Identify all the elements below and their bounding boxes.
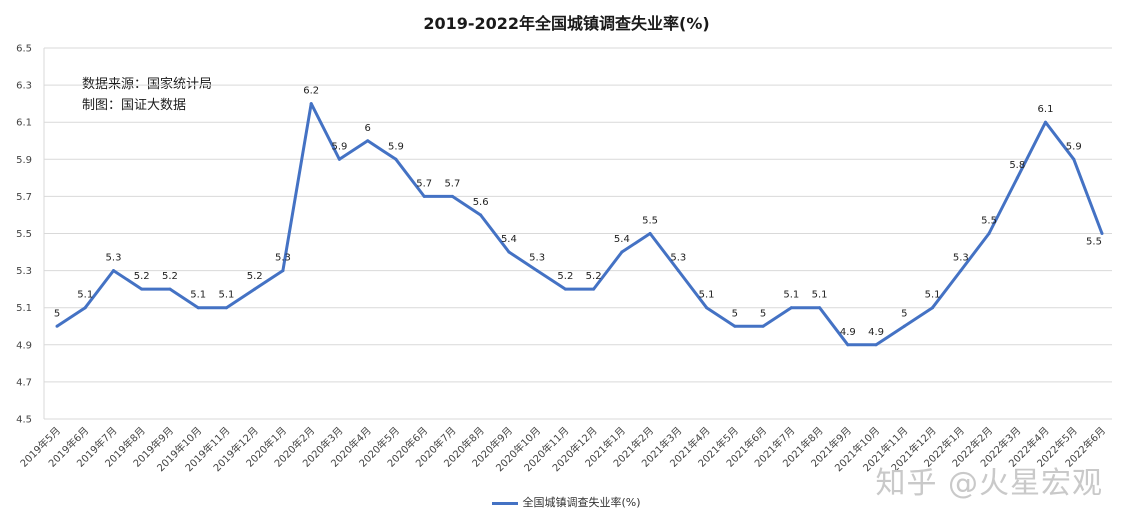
data-label: 5.1 <box>77 290 93 301</box>
data-label: 6 <box>364 123 370 134</box>
data-point <box>761 324 765 328</box>
data-point <box>111 269 115 273</box>
data-label: 6.1 <box>1038 104 1054 115</box>
data-point <box>196 306 200 310</box>
data-label: 5.5 <box>642 216 658 227</box>
source-note: 数据来源：国家统计局 <box>82 77 213 92</box>
data-point <box>620 250 624 254</box>
legend-label: 全国城镇调查失业率(%) <box>522 496 641 509</box>
data-label: 5.9 <box>331 141 347 152</box>
data-label: 5.3 <box>275 253 291 264</box>
series-line <box>56 102 1104 347</box>
data-point <box>931 306 935 310</box>
y-tick-label: 6.1 <box>16 118 32 129</box>
maker-note: 制图：国证大数据 <box>82 98 187 113</box>
data-point <box>874 343 878 347</box>
data-label: 5.1 <box>783 290 799 301</box>
data-label: 5.1 <box>925 290 941 301</box>
y-tick-label: 4.9 <box>16 340 32 351</box>
data-point <box>676 269 680 273</box>
data-label: 5.2 <box>134 271 150 282</box>
data-point <box>394 157 398 161</box>
y-tick-label: 4.5 <box>16 415 32 426</box>
data-label: 5.2 <box>557 271 573 282</box>
data-label: 5 <box>901 308 907 319</box>
data-point <box>366 139 370 143</box>
data-point <box>309 102 313 106</box>
data-point <box>253 287 257 291</box>
data-label: 5.7 <box>444 178 460 189</box>
data-point <box>846 343 850 347</box>
data-point <box>281 269 285 273</box>
data-label: 5.1 <box>219 290 235 301</box>
data-point <box>733 324 737 328</box>
data-point <box>705 306 709 310</box>
data-label: 5.3 <box>529 253 545 264</box>
data-point <box>450 194 454 198</box>
data-point <box>987 232 991 235</box>
data-label: 6.2 <box>303 86 319 97</box>
data-label: 5 <box>54 308 60 319</box>
data-point <box>83 306 87 310</box>
data-label: 5.7 <box>416 178 432 189</box>
data-label: 5.5 <box>981 216 997 227</box>
data-label: 5.3 <box>953 253 969 264</box>
y-tick-label: 5.5 <box>16 229 32 240</box>
data-point <box>535 269 539 273</box>
y-tick-label: 5.9 <box>16 155 32 166</box>
data-label: 5.4 <box>614 234 630 245</box>
data-label: 5.1 <box>190 290 206 301</box>
data-label: 5.9 <box>388 141 404 152</box>
legend-line-marker <box>492 501 519 505</box>
data-point <box>507 250 511 254</box>
legend: 全国城镇调查失业率(%) <box>0 494 1133 510</box>
data-label: 5.1 <box>812 290 828 301</box>
data-label: 5.2 <box>247 271 263 282</box>
data-label: 5.6 <box>473 197 489 208</box>
y-tick-label: 6.3 <box>16 81 32 92</box>
data-point <box>479 213 483 217</box>
data-point <box>1044 120 1048 124</box>
data-label: 5 <box>760 308 766 319</box>
data-label: 4.9 <box>868 327 884 338</box>
data-label: 5.3 <box>106 253 122 264</box>
data-label: 5 <box>732 308 738 319</box>
data-point <box>648 232 652 235</box>
data-point <box>224 306 228 310</box>
y-tick-label: 6.5 <box>16 44 32 55</box>
data-label: 4.9 <box>840 327 856 338</box>
data-point <box>592 287 596 291</box>
data-point <box>959 269 963 273</box>
data-label: 5.2 <box>586 271 602 282</box>
data-point <box>1015 176 1019 180</box>
data-point <box>140 287 144 291</box>
chart-title: 2019-2022年全国城镇调查失业率(%) <box>423 14 710 33</box>
data-point <box>1100 232 1104 235</box>
data-label: 5.2 <box>162 271 178 282</box>
data-label: 5.5 <box>1086 237 1102 248</box>
y-tick-label: 5.7 <box>16 192 32 203</box>
data-point <box>563 287 567 291</box>
data-label: 5.3 <box>670 253 686 264</box>
data-point <box>168 287 172 291</box>
data-label: 5.4 <box>501 234 517 245</box>
data-label: 5.8 <box>1009 160 1025 171</box>
data-label: 5.9 <box>1066 141 1082 152</box>
data-point <box>55 324 59 328</box>
y-tick-label: 5.1 <box>16 303 32 314</box>
data-point <box>902 324 906 328</box>
data-point <box>422 194 426 198</box>
y-tick-label: 5.3 <box>16 266 32 277</box>
data-label: 5.1 <box>699 290 715 301</box>
watermark: 知乎 @火星宏观 <box>875 466 1103 501</box>
data-point <box>789 306 793 310</box>
data-point <box>1072 157 1076 161</box>
data-point <box>818 306 822 310</box>
data-point <box>337 157 341 161</box>
y-tick-label: 4.7 <box>16 377 32 388</box>
